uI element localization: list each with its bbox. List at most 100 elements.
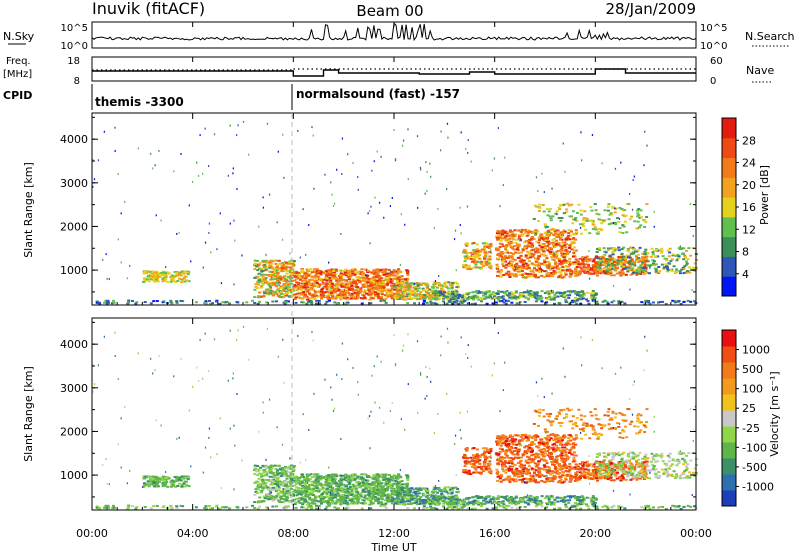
power-cell — [644, 248, 648, 251]
velocity-cell — [313, 495, 317, 498]
power-cell — [235, 134, 238, 137]
power-cell — [314, 279, 318, 282]
power-cell — [561, 276, 565, 279]
power-cell — [325, 279, 329, 282]
power-cell — [439, 294, 443, 297]
power-cell — [496, 249, 500, 252]
power-cell — [508, 260, 512, 263]
power-cell — [356, 287, 360, 290]
power-cell — [635, 273, 639, 276]
velocity-cell — [277, 499, 281, 502]
power-cell — [644, 252, 648, 255]
power-cell — [285, 279, 289, 282]
power-cell — [476, 251, 480, 254]
power-cell — [126, 277, 128, 280]
power-cell — [647, 301, 651, 304]
power-cell — [546, 245, 550, 248]
power-cell — [272, 277, 276, 280]
velocity-cell — [147, 483, 151, 486]
velocity-cell — [384, 473, 388, 476]
power-cell — [568, 215, 572, 218]
power-cell — [578, 223, 582, 226]
velocity-cell — [172, 481, 176, 484]
power-cell — [661, 255, 665, 258]
velocity-cell — [332, 477, 336, 480]
power-cell — [289, 266, 293, 269]
power-cell — [303, 286, 307, 289]
power-cell — [274, 285, 278, 288]
power-cell — [275, 277, 279, 280]
velocity-cell — [149, 483, 153, 486]
power-cell — [377, 292, 381, 295]
power-cell — [534, 234, 538, 237]
power-cell — [469, 251, 473, 254]
velocity-cell — [285, 490, 289, 493]
power-cell — [471, 254, 475, 257]
power-cell — [338, 293, 342, 296]
velocity-cell — [346, 503, 350, 506]
power-cell — [259, 284, 263, 287]
power-cell — [341, 283, 345, 286]
power-cell — [422, 296, 426, 299]
power-cell — [511, 235, 515, 238]
velocity-cell — [284, 487, 288, 490]
power-cell — [276, 287, 280, 290]
velocity-cell — [321, 486, 325, 489]
power-cell — [296, 274, 300, 277]
power-cell — [534, 297, 538, 300]
power-cell — [625, 231, 629, 234]
power-cell — [339, 272, 343, 275]
power-cell — [615, 272, 619, 275]
power-cell — [624, 273, 628, 276]
power-cell — [650, 263, 654, 266]
velocity-cell — [254, 490, 258, 493]
velocity-cell — [291, 490, 295, 493]
power-cell — [507, 262, 511, 265]
velocity-cell — [262, 500, 266, 503]
power-cell — [512, 238, 516, 241]
power-cell — [358, 280, 362, 283]
power-cell — [219, 212, 221, 215]
power-cell — [319, 277, 323, 280]
power-cell — [603, 264, 607, 267]
velocity-cell — [166, 485, 170, 488]
power-cell — [582, 265, 586, 268]
power-cell — [572, 237, 576, 240]
power-cell — [613, 258, 617, 261]
power-cell — [601, 219, 605, 222]
velocity-cell — [376, 480, 380, 483]
power-cell — [621, 272, 625, 275]
power-cell — [561, 293, 565, 296]
power-cell — [332, 289, 336, 292]
power-cell — [401, 293, 405, 296]
power-cell — [526, 243, 530, 246]
power-cell — [374, 196, 376, 199]
power-cell — [377, 295, 381, 298]
power-cell — [497, 298, 501, 301]
power-cell — [390, 282, 394, 285]
power-cell — [559, 276, 563, 279]
power-cell — [185, 272, 189, 274]
power-cell — [366, 271, 370, 273]
power-cell — [333, 287, 337, 290]
velocity-cell — [350, 501, 354, 504]
velocity-cell — [278, 501, 282, 504]
velocity-cell — [175, 479, 179, 482]
power-cell — [598, 255, 602, 258]
colorbar-swatch — [722, 276, 736, 297]
power-cell — [688, 271, 692, 274]
power-cell — [560, 249, 564, 252]
power-cell — [549, 268, 553, 271]
power-cell — [275, 281, 279, 284]
power-cell — [271, 290, 275, 293]
power-cell — [283, 293, 287, 296]
power-cell — [149, 275, 153, 278]
velocity-cell — [353, 486, 357, 489]
power-cell — [528, 241, 532, 244]
power-cell — [557, 276, 561, 279]
power-cell — [573, 290, 577, 292]
velocity-cell — [311, 484, 315, 487]
power-cell — [532, 231, 536, 234]
power-cell — [456, 282, 460, 285]
power-cell — [465, 254, 469, 257]
